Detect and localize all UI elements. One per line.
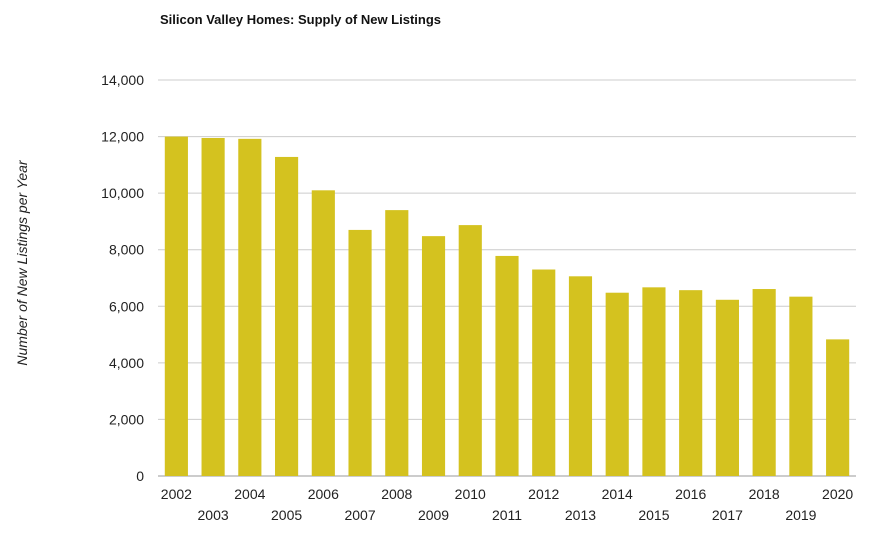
- x-tick-label: 2011: [492, 507, 522, 523]
- bar: [385, 210, 409, 476]
- bar: [568, 276, 593, 476]
- x-tick-label: 2018: [749, 486, 780, 502]
- bar: [275, 156, 299, 477]
- bar: [532, 269, 556, 476]
- x-tick-label: 2006: [308, 486, 339, 502]
- bar: [311, 190, 335, 477]
- x-tick-label: 2020: [822, 486, 853, 502]
- x-tick-label: 2007: [344, 507, 375, 523]
- bar: [679, 290, 703, 476]
- x-tick-label: 2010: [455, 486, 486, 502]
- bars: [164, 136, 850, 477]
- bar: [605, 292, 629, 476]
- bar: [495, 255, 519, 476]
- x-axis-ticks: 2002 2003 2004 2005 2006 2007 2008 2009 2010 2011…: [161, 486, 854, 523]
- y-tick-label: 8,000: [109, 242, 144, 258]
- x-tick-label: 2008: [381, 486, 412, 502]
- bar: [789, 296, 813, 476]
- x-tick-label: 2014: [602, 486, 633, 502]
- bar: [458, 225, 482, 476]
- bar: [752, 289, 776, 476]
- bar: [164, 136, 188, 477]
- bar: [642, 287, 666, 476]
- x-tick-label: 2012: [528, 486, 559, 502]
- y-tick-label: 6,000: [109, 298, 144, 314]
- bar: [421, 236, 446, 476]
- y-tick-label: 14,000: [101, 72, 144, 88]
- x-tick-label: 2017: [712, 507, 743, 523]
- y-tick-label: 4,000: [109, 355, 144, 371]
- y-axis-title: Number of New Listings per Year: [14, 159, 30, 366]
- y-axis-ticks: 0 2,000 4,000 6,000 8,000 10,000 12,000 14,000: [101, 72, 144, 484]
- bar: [826, 339, 850, 476]
- x-tick-label: 2013: [565, 507, 596, 523]
- x-tick-label: 2015: [638, 507, 669, 523]
- y-tick-label: 2,000: [109, 411, 144, 427]
- x-tick-label: 2016: [675, 486, 706, 502]
- bar: [715, 299, 739, 476]
- x-tick-label: 2004: [234, 486, 265, 502]
- x-tick-label: 2019: [785, 507, 816, 523]
- y-tick-label: 10,000: [101, 185, 144, 201]
- x-tick-label: 2003: [198, 507, 229, 523]
- bar: [238, 138, 262, 476]
- y-tick-label: 0: [136, 468, 144, 484]
- bar: [201, 137, 225, 476]
- y-tick-label: 12,000: [101, 129, 144, 145]
- bar: [348, 229, 372, 476]
- x-tick-label: 2009: [418, 507, 449, 523]
- x-tick-label: 2002: [161, 486, 192, 502]
- chart-title: Silicon Valley Homes: Supply of New List…: [160, 12, 442, 27]
- x-tick-label: 2005: [271, 507, 302, 523]
